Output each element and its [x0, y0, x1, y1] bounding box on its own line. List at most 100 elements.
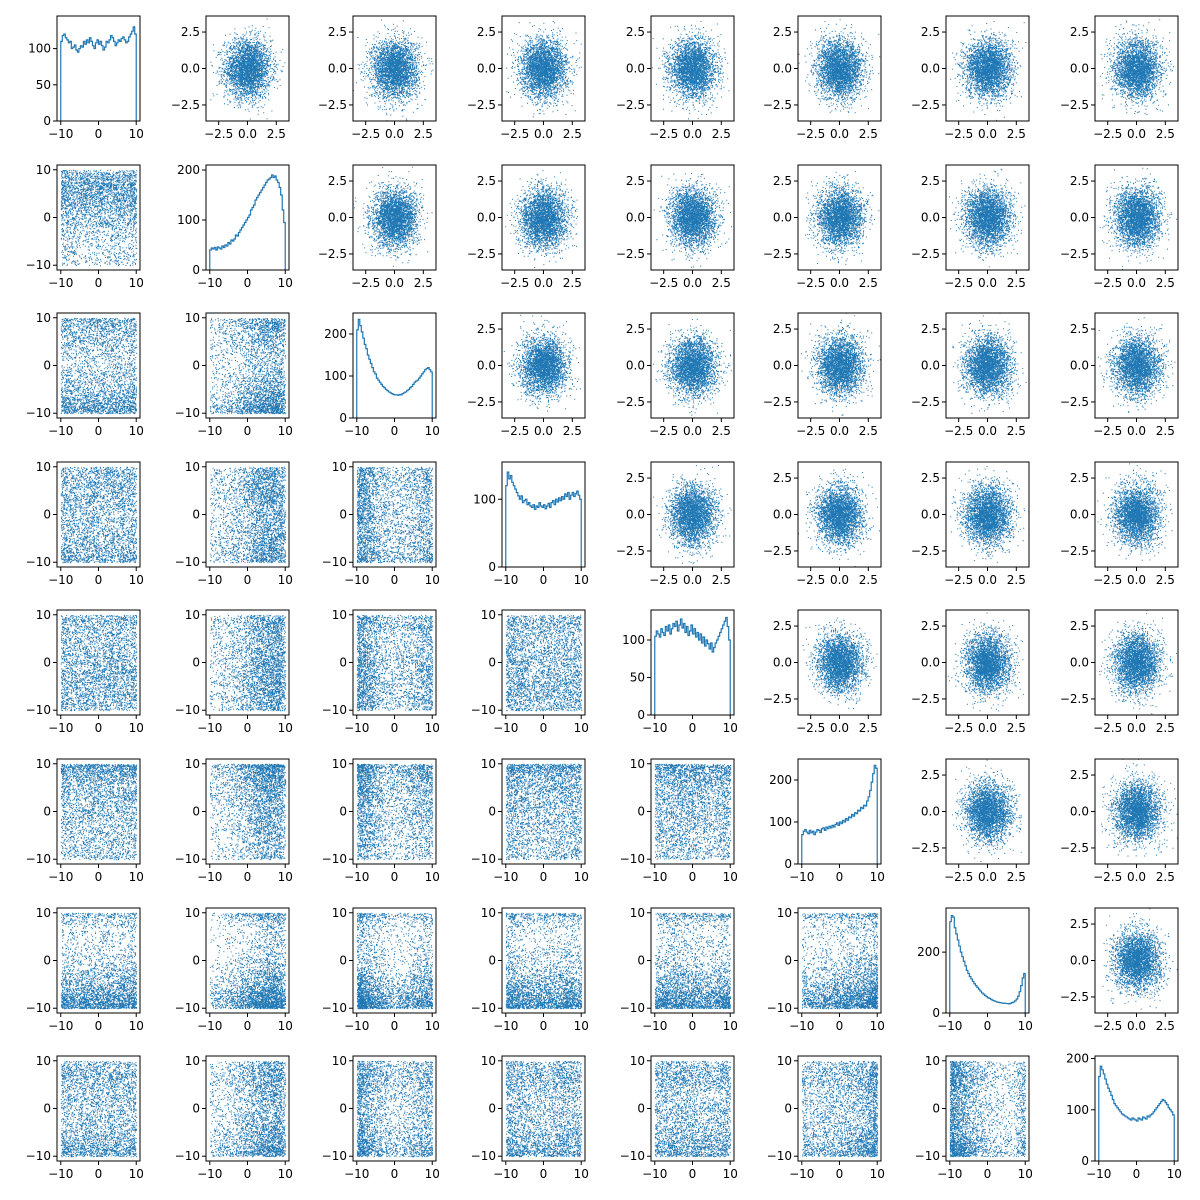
- panel-r1-c8-xtick-label: −2.5: [1093, 127, 1122, 141]
- panel-r2-c1-ytick-label: 0: [43, 211, 51, 225]
- panel-r1-c8-ytick-label: 0.0: [1070, 62, 1089, 76]
- panel-r1-c2-xtick-label: 2.5: [267, 127, 286, 141]
- panel-r3-c3-ytick-label: 200: [324, 327, 347, 341]
- panel-r7-c8-xtick-label: 2.5: [1156, 1019, 1175, 1033]
- panel-r1-c7-xtick-label: 2.5: [1007, 127, 1026, 141]
- panel-r5-c8-ytick-label: 2.5: [1070, 619, 1089, 633]
- panel-r6-c4-ytick-label: 0: [488, 805, 496, 819]
- panel-r5-c4-ytick-label: 10: [481, 608, 496, 622]
- panel-r6-c7-ytick-label: 2.5: [921, 768, 940, 782]
- panel-r6-c4-xtick-label: −10: [493, 870, 518, 884]
- panel-r4-c4-xtick-label: 10: [574, 573, 589, 587]
- panel-r6-c6-ytick-label: 0: [784, 857, 792, 871]
- panel-r7-c2-ytick-label: 0: [192, 954, 200, 968]
- panel-r7-c8-xtick-label: −2.5: [1093, 1019, 1122, 1033]
- panel-r8-c6-ytick-label: 10: [777, 1054, 792, 1068]
- panel-r2-c8-ytick-label: 0.0: [1070, 211, 1089, 225]
- panel-r4-c1-ytick-label: −10: [26, 555, 51, 569]
- panel-r8-c1-xtick-label: −10: [48, 1167, 73, 1181]
- panel-r3-c1-xtick-label: −10: [48, 424, 73, 438]
- panel-r1-c3-ytick-label: 0.0: [328, 62, 347, 76]
- panel-r4-c7-xtick-label: 2.5: [1007, 573, 1026, 587]
- panel-r5-c8-xtick-label: 0.0: [1127, 721, 1146, 735]
- panel-r2-c8-ytick-label: −2.5: [1060, 247, 1089, 261]
- panel-r6-c3-xtick-label: 0: [391, 870, 399, 884]
- panel-r4-c2-ytick-label: 0: [192, 508, 200, 522]
- panel-r4-c8-ytick-label: 2.5: [1070, 471, 1089, 485]
- panel-r8-c7-ytick-label: 0: [932, 1102, 940, 1116]
- panel-r8-c6-xtick-label: 0: [836, 1167, 844, 1181]
- panel-r2-c4-ytick-label: 0.0: [477, 211, 496, 225]
- panel-r7-c1-ytick-label: 0: [43, 954, 51, 968]
- panel-r7-c1-xtick-label: −10: [48, 1019, 73, 1033]
- panel-r1-c3-ytick-label: 2.5: [328, 25, 347, 39]
- panel-r6-c3-ytick-label: 10: [332, 757, 347, 771]
- panel-r1-c1-ytick-label: 0: [43, 114, 51, 128]
- panel-r4-c6-ytick-label: 0.0: [773, 508, 792, 522]
- panel-r3-c4-xtick-label: −2.5: [500, 424, 529, 438]
- panel-r6-c4-ytick-label: −10: [471, 852, 496, 866]
- panel-r3-c2-ytick-label: 10: [185, 311, 200, 325]
- panel-r6-c3-ytick-label: −10: [322, 852, 347, 866]
- panel-r2-c5-ytick-label: −2.5: [616, 247, 645, 261]
- panel-r5-c8-ytick-label: −2.5: [1060, 692, 1089, 706]
- panel-r1-c2-xtick-label: 0.0: [238, 127, 257, 141]
- panel-r2-c2-xtick-label: −10: [197, 276, 222, 290]
- panel-r2-c4-xtick-label: −2.5: [500, 276, 529, 290]
- panel-r8-c5-ytick-label: 0: [637, 1102, 645, 1116]
- panel-r3-c3-ytick-label: 100: [324, 369, 347, 383]
- panel-r3-c8-ytick-label: −2.5: [1060, 395, 1089, 409]
- panel-r3-c5-xtick-label: 0.0: [683, 424, 702, 438]
- panel-r6-c1-ytick-label: 10: [36, 757, 51, 771]
- panel-r6-c8-xtick-label: 2.5: [1156, 870, 1175, 884]
- panel-r4-c1-ytick-label: 10: [36, 460, 51, 474]
- panel-r8-c3-xtick-label: −10: [344, 1167, 369, 1181]
- panel-r7-c6-ytick-label: 0: [784, 954, 792, 968]
- panel-r8-c5-ytick-label: 10: [630, 1054, 645, 1068]
- panel-r1-c5-xtick-label: 0.0: [683, 127, 702, 141]
- panel-r4-c8-xtick-label: 0.0: [1127, 573, 1146, 587]
- panel-r4-c5-xtick-label: 0.0: [683, 573, 702, 587]
- panel-r8-c3-ytick-label: 0: [339, 1102, 347, 1116]
- panel-r3-c8-ytick-label: 2.5: [1070, 322, 1089, 336]
- panel-r4-c3-xtick-label: −10: [344, 573, 369, 587]
- panel-r5-c3-ytick-label: 0: [339, 656, 347, 670]
- panel-r5-c5-ytick-label: 0: [637, 708, 645, 722]
- panel-r7-c1-xtick-label: 10: [129, 1019, 144, 1033]
- panel-r2-c7-ytick-label: 0.0: [921, 211, 940, 225]
- panel-r8-c1-ytick-label: 10: [36, 1054, 51, 1068]
- panel-r6-c6-xtick-label: 10: [870, 870, 885, 884]
- panel-r3-c6-ytick-label: 0.0: [773, 359, 792, 373]
- panel-r3-c6-xtick-label: −2.5: [796, 424, 825, 438]
- panel-r4-c1-xtick-label: 10: [129, 573, 144, 587]
- panel-r1-c2-ytick-label: 2.5: [181, 25, 200, 39]
- panel-r4-c5-ytick-label: −2.5: [616, 544, 645, 558]
- panel-r4-c6-ytick-label: 2.5: [773, 471, 792, 485]
- panel-r8-c4-xtick-label: 0: [540, 1167, 548, 1181]
- panel-r3-c4-xtick-label: 2.5: [563, 424, 582, 438]
- panel-r5-c6-ytick-label: 2.5: [773, 619, 792, 633]
- panel-r8-c4-xtick-label: 10: [574, 1167, 589, 1181]
- panel-r6-c1-xtick-label: 10: [129, 870, 144, 884]
- panel-r4-c6-xtick-label: 2.5: [859, 573, 878, 587]
- panel-r3-c2-xtick-label: 0: [244, 424, 252, 438]
- panel-r7-c2-ytick-label: −10: [175, 1001, 200, 1015]
- panel-r1-c7-ytick-label: −2.5: [911, 98, 940, 112]
- panel-r1-c5-xtick-label: −2.5: [649, 127, 678, 141]
- panel-r4-c5-ytick-label: 2.5: [626, 471, 645, 485]
- panel-r4-c1-xtick-label: −10: [48, 573, 73, 587]
- panel-r1-c3-ytick-label: −2.5: [318, 98, 347, 112]
- panel-r2-c6-xtick-label: 2.5: [859, 276, 878, 290]
- panel-r7-c1-ytick-label: 10: [36, 906, 51, 920]
- panel-r8-c2-xtick-label: 10: [278, 1167, 293, 1181]
- panel-r2-c6-ytick-label: −2.5: [763, 247, 792, 261]
- panel-r8-c3-ytick-label: 10: [332, 1054, 347, 1068]
- panel-r4-c2-ytick-label: −10: [175, 555, 200, 569]
- panel-r8-c6-xtick-label: −10: [789, 1167, 814, 1181]
- panel-r3-c7-xtick-label: 0.0: [978, 424, 997, 438]
- panel-r6-c2-xtick-label: 0: [244, 870, 252, 884]
- panel-r7-c6-xtick-label: 10: [870, 1019, 885, 1033]
- panel-r8-c1-xtick-label: 10: [129, 1167, 144, 1181]
- panel-r6-c8-ytick-label: −2.5: [1060, 841, 1089, 855]
- panel-r1-c6-xtick-label: 0.0: [830, 127, 849, 141]
